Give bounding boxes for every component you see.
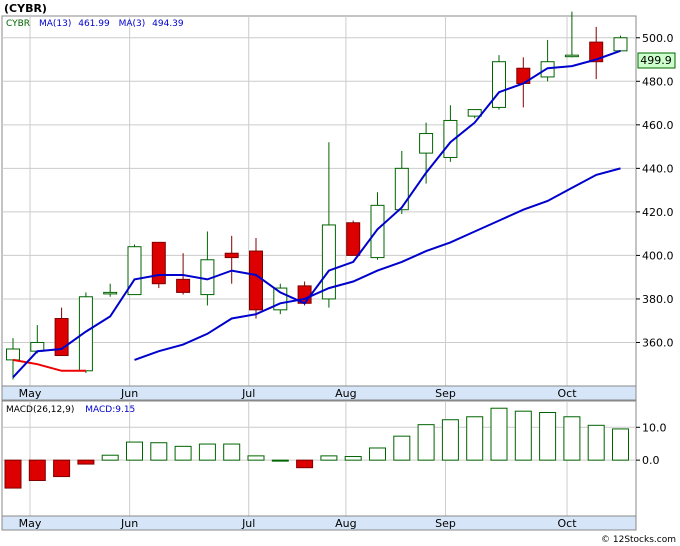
candle-body [321, 224, 336, 300]
candle-body [492, 61, 506, 108]
macd-bar [563, 416, 581, 461]
macd-bar [271, 459, 289, 462]
macd-bar [174, 445, 192, 461]
macd-xtick-label: Jul [241, 517, 255, 530]
candle-body [394, 167, 409, 211]
legend-ma3-label: MA(3) [119, 19, 146, 29]
price-xtick-label: Jun [120, 387, 138, 400]
macd-bar [247, 455, 265, 461]
macd-bar [466, 416, 484, 461]
candle-body [613, 37, 628, 52]
macd-bar [77, 459, 95, 465]
macd-bar [441, 419, 459, 461]
macd-xtick-label: Aug [335, 517, 356, 530]
macd-bar [393, 435, 411, 461]
candle-body [151, 241, 166, 285]
price-ytick-label: 460.0 [642, 119, 674, 132]
candle-body [419, 133, 434, 154]
candle-body [249, 250, 263, 311]
candle-body [224, 252, 239, 259]
legend-ma13-label: MA(13) [39, 19, 71, 29]
macd-ytick-label: 0.0 [642, 454, 660, 467]
macd-bar [587, 424, 605, 461]
last-price-tag: 499.9 [637, 52, 676, 69]
macd-xtick-label: May [19, 517, 42, 530]
macd-bar [344, 456, 362, 461]
macd-bar [126, 441, 143, 461]
price-panel: 360.0 380.0 400.0 420.0 440.0 460.0 480.0 500.0… [1, 11, 674, 401]
macd-bar [150, 442, 168, 461]
candle-body [346, 222, 361, 256]
price-ytick-label: 360.0 [642, 336, 674, 349]
price-xaxis-band [1, 385, 637, 401]
price-ytick-label: 380.0 [642, 293, 674, 306]
macd-bar [4, 459, 22, 489]
watermark: © 12Stocks.com [601, 535, 676, 545]
candle-body [6, 348, 20, 361]
candle-body [589, 41, 604, 63]
candle-body [103, 291, 118, 295]
macd-xtick-label: Oct [558, 517, 578, 530]
candle-body [78, 296, 93, 372]
price-legend: CYBR MA(13) 461.99 MA(3) 494.39 [6, 19, 184, 29]
macd-xtick-label: Sep [435, 517, 456, 530]
candle-body [176, 278, 191, 293]
legend-ma3-value: 494.39 [152, 19, 184, 29]
macd-bar [369, 447, 386, 461]
macd-bar [612, 428, 629, 461]
macd-legend: MACD(26,12,9) MACD:9.15 [6, 405, 135, 415]
macd-bar [296, 459, 314, 469]
last-price-box [637, 52, 676, 69]
macd-bar [539, 412, 557, 461]
candle-body [443, 119, 458, 158]
candle-body [564, 54, 579, 58]
legend-symbol: CYBR [6, 19, 30, 29]
macd-bar [198, 443, 216, 461]
macd-bar [28, 459, 46, 482]
ma-slow-line [134, 167, 621, 361]
macd-legend-label: MACD(26,12,9) [6, 405, 74, 415]
price-ytick-label: 480.0 [642, 75, 674, 88]
last-price-value: 499.9 [640, 54, 672, 67]
price-xtick-label: Jul [241, 387, 255, 400]
macd-bar [223, 443, 241, 461]
price-ytick-label: 420.0 [642, 206, 674, 219]
macd-bar [417, 424, 435, 461]
macd-legend-value: MACD:9.15 [85, 405, 135, 415]
price-xtick-label: Oct [558, 387, 578, 400]
macd-xaxis-band [1, 515, 637, 531]
macd-xtick-label: Jun [120, 517, 138, 530]
candle-body [370, 204, 385, 259]
macd-ytick-label: 10.0 [642, 421, 667, 434]
macd-bar [514, 410, 532, 461]
macd-bar [53, 459, 71, 478]
price-ytick-label: 440.0 [642, 162, 674, 175]
price-xtick-label: May [19, 387, 42, 400]
price-xtick-label: Aug [335, 387, 356, 400]
ma13-line [12, 49, 621, 378]
chart-title: (CYBR) [4, 2, 47, 15]
price-ytick-label: 400.0 [642, 249, 674, 262]
price-ytick-label: 500.0 [642, 32, 674, 45]
macd-bar [490, 407, 508, 461]
macd-bar [101, 454, 119, 461]
macd-panel: 0.0 10.0 May Jun Jul Aug Sep Oct [1, 400, 667, 531]
price-plot-area [1, 15, 637, 387]
price-xtick-label: Sep [435, 387, 456, 400]
legend-ma13-value: 461.99 [78, 19, 110, 29]
macd-bar [320, 455, 338, 461]
candle-body [467, 109, 482, 117]
